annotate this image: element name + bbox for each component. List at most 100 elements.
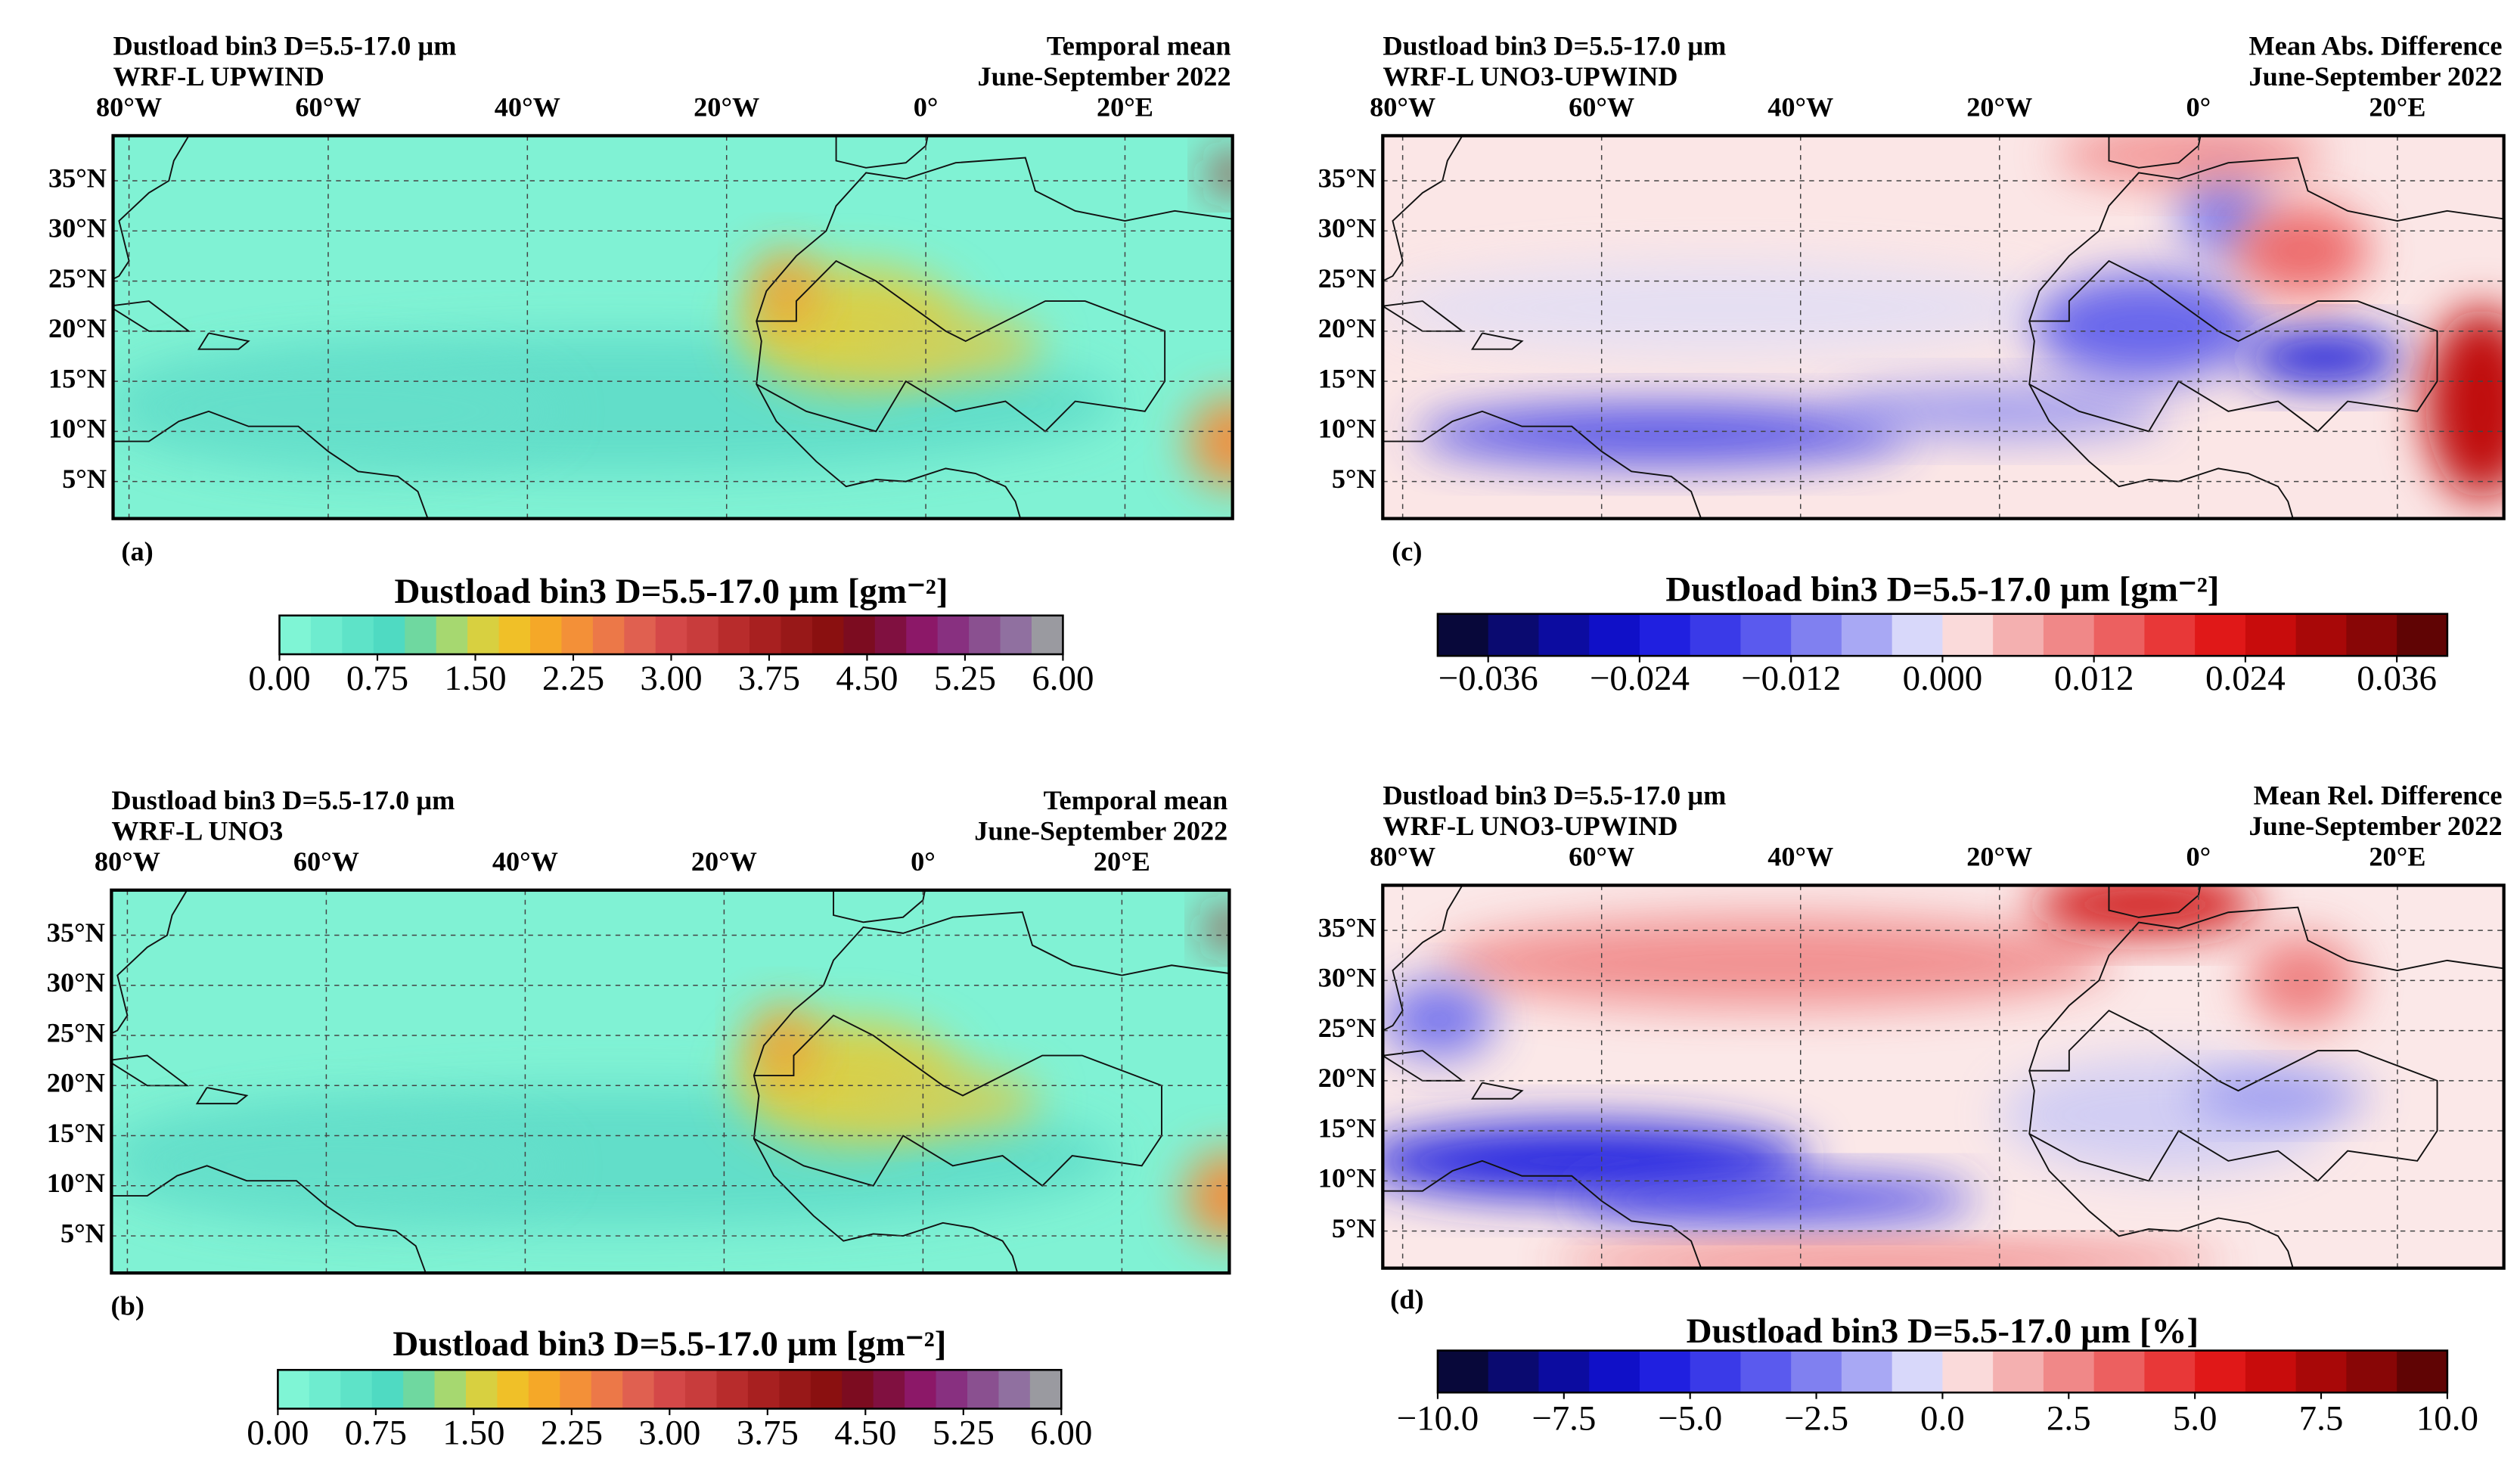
colorbar-tick-label: 3.00 (640, 659, 702, 698)
colorbar-tick-label: 0.0 (1920, 1398, 1965, 1438)
colorbar-bin (530, 615, 563, 655)
colorbar-bin (1841, 1350, 1893, 1393)
colorbar-bin (467, 615, 500, 655)
panel-annotation: June-September 2022 (2248, 61, 2502, 92)
colorbar-bin (560, 1370, 592, 1409)
colorbar-bin (685, 1370, 718, 1409)
colorbar-bin (842, 1370, 874, 1409)
lat-tick-label: 5°N (62, 464, 107, 494)
lat-tick-label: 15°N (48, 363, 107, 393)
panel-title: Dustload bin3 D=5.5-17.0 µm (113, 30, 457, 61)
colorbar-bin (687, 615, 719, 655)
colorbar-tick-label: 0.75 (345, 1414, 407, 1453)
lat-tick-label: 20°N (1318, 1063, 1376, 1093)
colorbar-bin (528, 1370, 561, 1409)
lat-tick-label: 35°N (47, 917, 105, 948)
field-shading (113, 353, 561, 469)
panel-annotation: Temporal mean (1047, 30, 1231, 61)
lon-tick-label: 40°W (1767, 842, 1833, 872)
map-frame (1381, 883, 2506, 1270)
colorbar-title: Dustload bin3 D=5.5-17.0 µm [gm⁻²] (393, 1324, 946, 1364)
panel-annotation: June-September 2022 (977, 61, 1231, 92)
colorbar-bin (2346, 613, 2398, 657)
field-shading (2425, 308, 2504, 500)
lon-tick-label: 60°W (293, 846, 359, 877)
lon-tick-label: 80°W (96, 92, 162, 123)
colorbar-bin (1690, 1350, 1742, 1393)
lon-tick-label: 0° (911, 846, 936, 877)
field-shading (111, 1108, 559, 1224)
colorbar-tick-label: 4.50 (834, 1414, 896, 1453)
colorbar-tick-label: 1.50 (444, 659, 506, 698)
colorbar-tick-label: 6.00 (1030, 1414, 1092, 1453)
colorbar-bin (1589, 1350, 1641, 1393)
colorbar-bin (716, 1370, 749, 1409)
colorbar-bin (655, 615, 688, 655)
lon-tick-label: 0° (914, 92, 939, 123)
coastline (835, 135, 929, 169)
lon-tick-label: 20°E (2369, 92, 2425, 123)
colorbar-bin (2093, 613, 2146, 657)
lon-tick-label: 80°W (1370, 92, 1435, 123)
colorbar-bin (1538, 1350, 1591, 1393)
colorbar-bin (434, 1370, 467, 1409)
colorbar-bin (1437, 1350, 1489, 1393)
lon-tick-label: 0° (2186, 842, 2211, 872)
panel-subtitle: WRF-L UNO3-UPWIND (1383, 61, 1677, 92)
colorbar-bin (591, 1370, 624, 1409)
field-shading (1206, 909, 1230, 948)
coastline (2028, 259, 2438, 433)
colorbar-bin (2295, 613, 2348, 657)
colorbar-bin (967, 1370, 1000, 1409)
lon-tick-label: 20°W (694, 92, 759, 123)
panel-annotation: Mean Rel. Difference (2254, 780, 2503, 810)
colorbar-bin (779, 1370, 812, 1409)
field-shading (2033, 885, 2258, 936)
coastline (1383, 885, 1463, 1032)
colorbar-bin (310, 615, 343, 655)
colorbar-tick-label: 10.0 (2416, 1398, 2478, 1438)
lat-tick-label: 30°N (47, 967, 105, 998)
coastline (113, 300, 191, 332)
lat-tick-label: 20°N (47, 1068, 105, 1098)
colorbar-bin (1892, 613, 1944, 657)
colorbar-bin (998, 1370, 1031, 1409)
coastline (2108, 135, 2202, 169)
colorbar-tick-label: 6.00 (1032, 659, 1094, 698)
colorbar-bin (969, 615, 1001, 655)
lon-tick-label: 60°W (295, 92, 361, 123)
colorbar-bin (2043, 613, 2095, 657)
panel-label: (b) (111, 1290, 144, 1321)
lon-tick-label: 40°W (1767, 92, 1833, 123)
lat-tick-label: 10°N (1318, 414, 1376, 444)
colorbar-tick-label: 1.50 (442, 1414, 504, 1453)
colorbar-bin (2195, 613, 2246, 657)
lat-tick-label: 10°N (1318, 1163, 1376, 1194)
panel-label: (d) (1390, 1284, 1423, 1315)
colorbar-bin (1437, 613, 1489, 657)
field-shading (1383, 262, 2056, 354)
coastline (111, 889, 188, 1035)
field-shading (1550, 1245, 2224, 1268)
colorbar-bin (2397, 1350, 2448, 1393)
coastline (1470, 332, 1524, 350)
map-frame (1381, 134, 2506, 520)
colorbar-tick-label: 0.036 (2357, 659, 2437, 698)
colorbar-bin (1942, 613, 1994, 657)
colorbar-bin (1639, 1350, 1691, 1393)
lat-tick-label: 35°N (1318, 912, 1376, 942)
colorbar-bin (653, 1370, 687, 1409)
colorbar-bin (1488, 1350, 1540, 1393)
lat-tick-label: 25°N (48, 263, 107, 293)
lat-tick-label: 30°N (1318, 213, 1376, 244)
colorbar-bin (1892, 1350, 1944, 1393)
colorbar-bin (465, 1370, 498, 1409)
colorbar-bin (342, 615, 374, 655)
lat-tick-label: 15°N (1318, 1113, 1376, 1143)
lon-tick-label: 40°W (495, 92, 560, 123)
lat-tick-label: 20°N (1318, 313, 1376, 343)
colorbar-bin (371, 1370, 405, 1409)
colorbar-bin (905, 1370, 937, 1409)
lat-tick-label: 30°N (1318, 963, 1376, 993)
